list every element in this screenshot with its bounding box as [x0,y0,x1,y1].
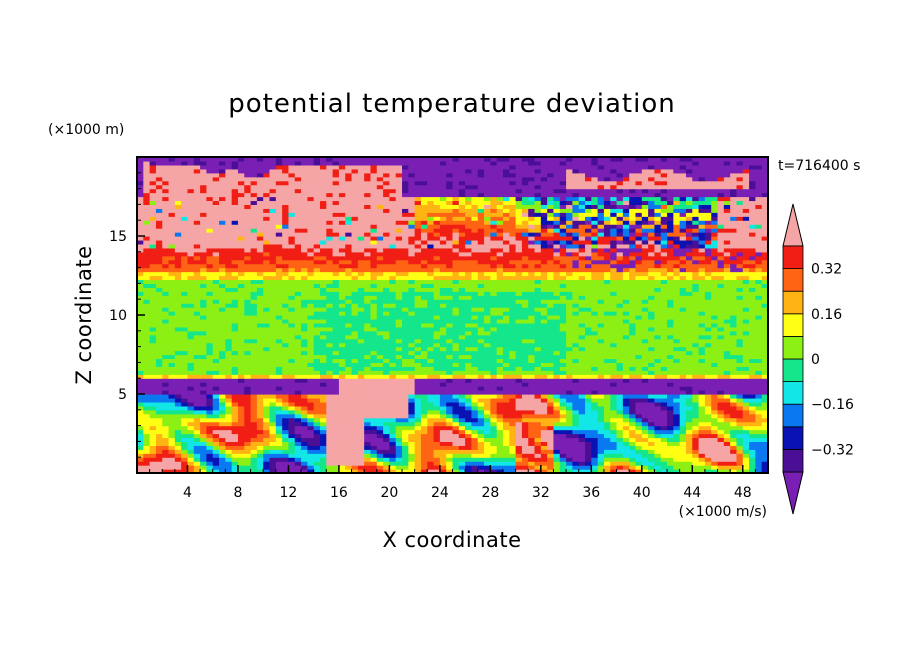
colorbar-band [782,245,804,270]
colorbar-band [782,403,804,428]
x-axis: 4 8 12 16 20 24 28 32 36 40 44 48 [149,465,756,501]
colorbar-band [782,335,804,360]
x-tick-label: 8 [233,485,242,501]
x-tick-label: 24 [431,485,449,501]
time-label: t=716400 s [778,158,860,174]
x-tick-label: 36 [582,485,600,501]
colorbar-tick-label: −0.16 [811,397,854,413]
y-tick-label: 5 [118,387,127,403]
x-tick-label: 44 [683,485,701,501]
y-tick-label: 10 [109,308,127,324]
chart-title: potential temperature deviation [228,89,675,119]
x-axis-unit: (×1000 m/s) [679,504,767,520]
colorbar-tick-label: 0.16 [811,307,842,323]
colorbar-extend-low [782,471,804,515]
colorbar: −0.32 −0.16 0 0.16 0.32 [782,203,854,515]
x-tick-label: 4 [183,485,192,501]
y-axis-unit: (×1000 m) [48,122,124,138]
colorbar-tick-label: 0.32 [811,262,842,278]
colorbar-band [782,381,804,405]
colorbar-extend-high [782,203,804,247]
colorbar-band [782,268,804,292]
x-tick-label: 32 [532,485,550,501]
x-tick-label: 16 [330,485,348,501]
y-tick-label: 15 [109,229,127,245]
x-tick-label: 12 [280,485,298,501]
x-axis-label: X coordinate [382,528,521,552]
y-axis: 5 10 15 [109,172,145,458]
colorbar-band [782,448,804,473]
x-tick-label: 20 [380,485,398,501]
heatmap-field [137,157,768,473]
colorbar-tick-label: 0 [811,352,820,368]
colorbar-tick-label: −0.32 [811,442,854,458]
y-axis-label: Z coordinate [72,245,96,384]
x-tick-label: 28 [481,485,499,501]
colorbar-band [782,426,804,450]
x-tick-label: 40 [633,485,651,501]
colorbar-band [782,290,804,315]
x-tick-label: 48 [734,485,752,501]
colorbar-band [782,358,804,383]
colorbar-band [782,313,804,337]
